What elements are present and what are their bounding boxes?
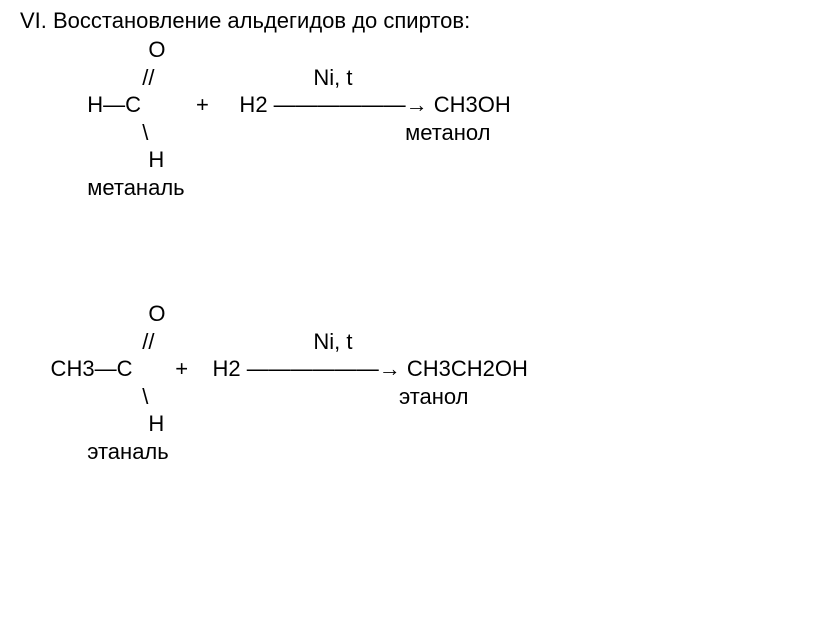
reaction-ethanal: O // Ni, t CH3—С + H2 ――――――→ CH3CH2OH \… xyxy=(20,300,528,465)
reaction-methanal: O // Ni, t H—C + H2 ――――――→ CH3OH \ мета… xyxy=(20,36,511,201)
section-heading: VI. Восстановление альдегидов до спиртов… xyxy=(20,8,470,34)
